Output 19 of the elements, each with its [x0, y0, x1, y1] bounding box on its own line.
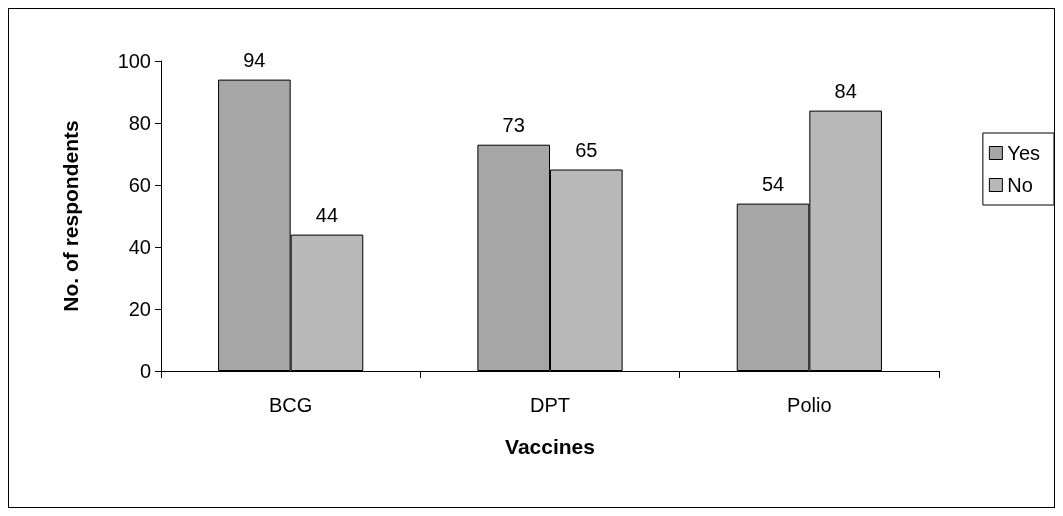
legend-label: Yes [1007, 142, 1041, 164]
x-tick-label: Polio [787, 394, 832, 416]
y-tick-label: 20 [128, 298, 151, 320]
legend-label: No [1007, 174, 1033, 196]
x-tick-label: DPT [530, 394, 570, 416]
data-label: 73 [502, 113, 525, 136]
data-label: 44 [315, 203, 339, 226]
x-tick-label: BCG [268, 394, 313, 416]
y-tick-label: 40 [128, 236, 151, 258]
x-axis-title: Vaccines [505, 435, 595, 458]
y-axis-title: No. of respondents [59, 120, 82, 312]
y-tick-label: 0 [139, 360, 151, 382]
y-tick-label: 100 [117, 50, 151, 72]
y-tick-label: 60 [128, 174, 151, 196]
data-label: 94 [243, 48, 266, 71]
data-label: 65 [575, 138, 598, 161]
data-label: 54 [761, 172, 785, 195]
data-label: 84 [834, 79, 857, 102]
y-tick-label: 80 [128, 112, 151, 134]
